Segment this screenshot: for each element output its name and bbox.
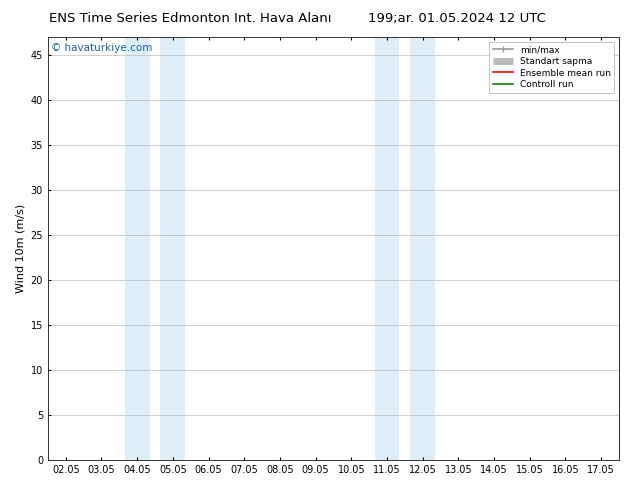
Text: ENS Time Series Edmonton Int. Hava Alanı: ENS Time Series Edmonton Int. Hava Alanı [49,12,332,25]
Text: 199;ar. 01.05.2024 12 UTC: 199;ar. 01.05.2024 12 UTC [368,12,545,25]
Text: © havaturkiye.com: © havaturkiye.com [51,44,152,53]
Bar [375,37,399,460]
Legend: min/max, Standart sapma, Ensemble mean run, Controll run: min/max, Standart sapma, Ensemble mean r… [489,42,614,93]
Bar [160,37,185,460]
Bar [410,37,435,460]
Bar [125,37,150,460]
Y-axis label: Wind 10m (m/s): Wind 10m (m/s) [15,204,25,293]
